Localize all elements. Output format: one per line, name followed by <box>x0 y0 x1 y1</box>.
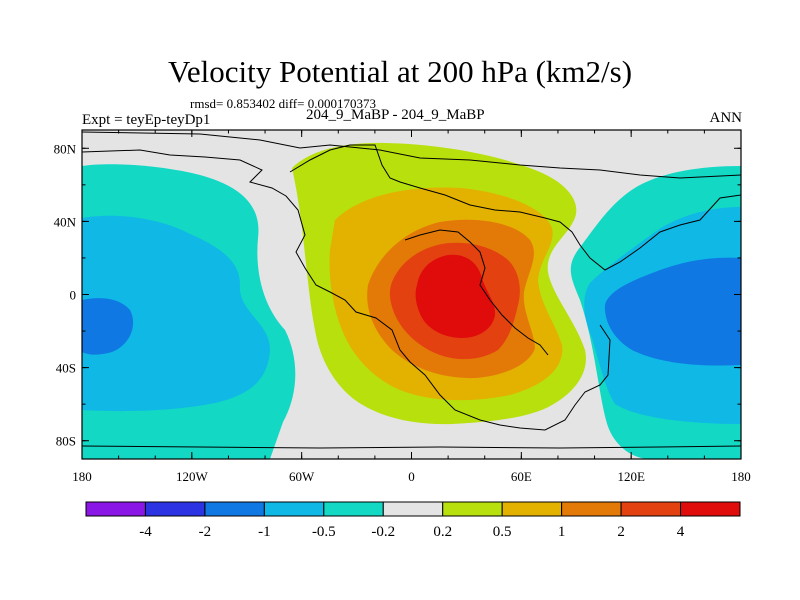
coastline-arctic <box>82 131 741 179</box>
colorbar-box <box>85 501 146 517</box>
colorbar-label: 0.2 <box>433 524 452 540</box>
y-tick-label: 40S <box>56 361 76 376</box>
axis-ticks <box>81 130 742 459</box>
center-subtitle: 204_9_MaBP - 204_9_MaBP <box>306 107 485 123</box>
coastline-europe-asia <box>289 144 741 271</box>
colorbar-box <box>561 501 622 517</box>
right-subtitle: ANN <box>709 110 743 126</box>
y-tick-label: 80N <box>54 141 77 156</box>
x-axis-labels: 180 120W 60W 0 60E 120E 180 <box>72 469 751 484</box>
colorbar-label: 2 <box>617 524 625 540</box>
colorbar-label: -0.5 <box>312 524 336 540</box>
left-subtitle: Expt = teyEp-teyDp1 <box>82 112 211 128</box>
colorbar-box <box>204 501 265 517</box>
colorbar-box <box>680 501 741 517</box>
colorbar-box <box>442 501 503 517</box>
x-tick-label: 60W <box>289 469 315 484</box>
contour-fill-ridge-red <box>415 254 496 338</box>
colorbar <box>85 501 741 517</box>
colorbar-label: -2 <box>199 524 212 540</box>
y-tick-label: 0 <box>70 288 77 303</box>
y-tick-label: 40N <box>54 214 77 229</box>
coastline-antarctic <box>82 445 741 449</box>
y-tick-label: 80S <box>56 434 76 449</box>
colorbar-box <box>501 501 563 517</box>
contour-fill-east-darkblue <box>604 257 741 366</box>
colorbar-label: 0.5 <box>493 524 512 540</box>
colorbar-labels: -4 -2 -1 -0.5 -0.2 0.2 0.5 1 2 4 <box>139 524 685 540</box>
contour-fills <box>82 142 741 459</box>
colorbar-label: 4 <box>677 524 685 540</box>
coastlines <box>82 131 741 449</box>
x-tick-label: 180 <box>72 469 92 484</box>
colorbar-label: -0.2 <box>371 524 395 540</box>
x-tick-label: 120E <box>617 469 645 484</box>
colorbar-box <box>323 501 384 517</box>
contour-fill-west-blue <box>82 215 270 412</box>
contour-fill-west-darkblue <box>82 298 134 355</box>
coastline-africa <box>404 229 549 356</box>
colorbar-box <box>144 501 206 517</box>
x-tick-label: 60E <box>511 469 532 484</box>
x-tick-label: 120W <box>176 469 209 484</box>
x-tick-label: 180 <box>731 469 751 484</box>
colorbar-box <box>620 501 682 517</box>
colorbar-label: -4 <box>139 524 152 540</box>
colorbar-box <box>263 501 325 517</box>
colorbar-box <box>382 501 444 517</box>
colorbar-label: 1 <box>558 524 566 540</box>
y-axis-labels: 80N 40N 0 40S 80S <box>54 141 77 448</box>
coastline-americas <box>82 149 611 431</box>
stats-text: rmsd= 0.853402 diff= 0.000170373 <box>190 96 376 111</box>
x-tick-label: 0 <box>408 469 415 484</box>
chart-title: Velocity Potential at 200 hPa (km2/s) <box>167 54 633 89</box>
colorbar-label: -1 <box>258 524 271 540</box>
